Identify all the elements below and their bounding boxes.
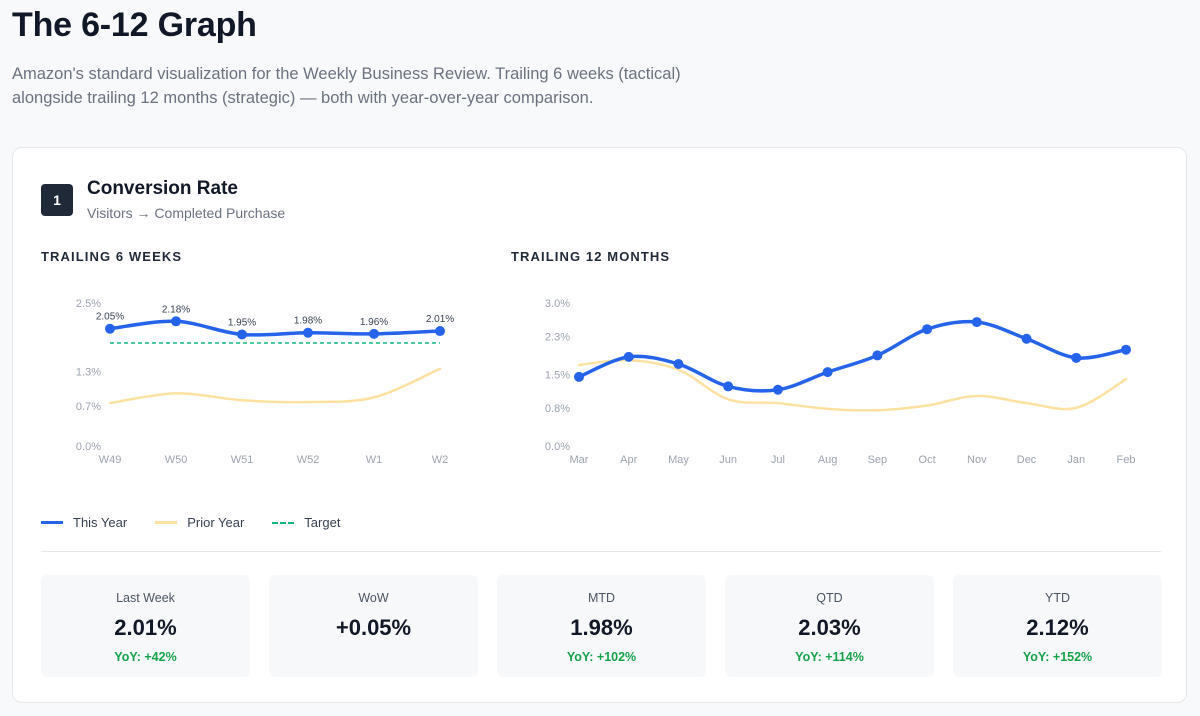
this-year-point [822, 367, 833, 378]
stat-qtd: QTD 2.03% YoY: +114% [725, 575, 934, 677]
chart-legend: This Year Prior Year Target [41, 515, 368, 530]
y-tick-label: 0.0% [76, 441, 101, 453]
x-tick-label: Dec [1017, 454, 1037, 466]
stat-value: 1.98% [570, 615, 633, 640]
stat-yoy: YoY: +114% [795, 650, 864, 664]
trailing-12-months-label: TRAILING 12 MONTHS [511, 249, 671, 264]
divider [41, 551, 1161, 552]
this-year-point [922, 324, 933, 335]
y-tick-label: 1.5% [545, 370, 570, 382]
metric-title: Conversion Rate [87, 178, 238, 199]
x-tick-label: Oct [919, 454, 936, 466]
data-label: 1.96% [360, 317, 388, 328]
stat-last-week: Last Week 2.01% YoY: +42% [41, 575, 250, 677]
stat-mtd: MTD 1.98% YoY: +102% [497, 575, 706, 677]
this-year-line [577, 319, 1128, 393]
stat-value: +0.05% [335, 615, 412, 640]
x-tick-label: Jan [1067, 454, 1085, 466]
x-tick-label: W49 [99, 454, 122, 466]
page-title: The 6-12 Graph [12, 6, 257, 44]
this-year-point [435, 326, 445, 337]
data-label: 2.05% [96, 312, 124, 323]
x-tick-label: W1 [366, 454, 383, 466]
prior-year-line [108, 367, 442, 405]
stat-yoy: YoY: +42% [114, 650, 177, 664]
this-year-point [105, 323, 115, 334]
legend-target-swatch [272, 521, 295, 524]
data-label: 1.98% [294, 316, 322, 327]
stat-label: MTD [587, 591, 616, 605]
stat-label: QTD [816, 591, 843, 605]
legend-target: Target [272, 515, 340, 530]
x-tick-label: Aug [818, 454, 838, 466]
stats-row: Last Week 2.01% YoY: +42% WoW +0.05% MTD… [41, 575, 1162, 677]
legend-prior-year-label: Prior Year [187, 515, 245, 530]
stat-yoy [269, 650, 478, 665]
x-tick-label: Mar [570, 454, 589, 466]
data-label: 2.01% [426, 314, 454, 325]
stat-ytd: YTD 2.12% YoY: +152% [953, 575, 1162, 677]
stat-value: 2.12% [1026, 615, 1089, 640]
y-tick-label: 0.7% [76, 401, 101, 413]
legend-this-year-label: This Year [73, 515, 128, 530]
x-tick-label: W52 [297, 454, 320, 466]
y-tick-label: 2.5% [76, 298, 101, 310]
legend-target-label: Target [304, 515, 341, 530]
this-year-point [303, 327, 313, 338]
x-tick-label: Jun [719, 454, 737, 466]
y-tick-label: 0.8% [545, 403, 570, 415]
data-label: 1.95% [228, 317, 256, 328]
metric-number-badge: 1 [41, 184, 73, 216]
page-subtitle: Amazon's standard visualization for the … [12, 65, 681, 107]
this-year-point [1021, 333, 1032, 344]
this-year-point [673, 359, 684, 370]
stat-label: WoW [358, 591, 389, 605]
x-tick-label: W50 [165, 454, 188, 466]
x-tick-label: May [668, 454, 689, 466]
metric-subtitle: Visitors → Completed Purchase [87, 205, 286, 221]
legend-prior-year: Prior Year [155, 515, 244, 530]
this-year-point [723, 381, 734, 392]
x-tick-label: Sep [868, 454, 888, 466]
metric-card: 1 Conversion Rate Visitors → Completed P… [12, 147, 1187, 703]
this-year-point [772, 384, 783, 395]
legend-this-year: This Year [41, 515, 127, 530]
y-tick-label: 2.3% [545, 331, 570, 343]
legend-prior-year-swatch [155, 521, 178, 524]
x-tick-label: Nov [967, 454, 987, 466]
trailing-12-months-chart: 3.0% 2.3% 1.5% 0.8% 0.0%Mar Apr May Jun Jul Aug Se… [545, 298, 1136, 466]
this-year-point [623, 351, 634, 362]
this-year-point [369, 328, 379, 339]
x-tick-label: W51 [231, 454, 254, 466]
x-tick-label: Apr [620, 454, 637, 466]
x-tick-label: Jul [771, 454, 785, 466]
prior-year-line [577, 358, 1128, 412]
data-label: 2.18% [162, 304, 190, 315]
trailing-6-weeks-label: TRAILING 6 WEEKS [41, 249, 183, 264]
x-tick-label: Feb [1117, 454, 1136, 466]
this-year-point [171, 316, 181, 327]
this-year-point [971, 317, 982, 328]
this-year-line [108, 319, 442, 337]
this-year-point [574, 371, 584, 382]
y-tick-label: 0.0% [545, 441, 570, 453]
y-tick-label: 1.3% [76, 367, 101, 379]
this-year-point [1121, 344, 1131, 355]
stat-value: 2.03% [798, 615, 861, 640]
trailing-6-weeks-chart: 2.5% 1.3% 0.7% 0.0%W49 W50 W51 W52 W1 W2 2.05% 2.1… [76, 298, 454, 466]
y-tick-label: 3.0% [545, 298, 570, 310]
stat-yoy: YoY: +152% [1022, 650, 1093, 664]
stat-label: Last Week [116, 591, 175, 605]
stat-value: 2.01% [114, 615, 177, 640]
x-tick-label: W2 [432, 454, 449, 466]
this-year-point [237, 329, 247, 340]
stat-yoy: YoY: +102% [566, 650, 637, 664]
this-year-point [872, 350, 883, 361]
legend-this-year-swatch [41, 521, 63, 524]
stat-label: YTD [1045, 591, 1070, 605]
this-year-point [1071, 352, 1082, 363]
stat-wow: WoW +0.05% [269, 575, 478, 677]
